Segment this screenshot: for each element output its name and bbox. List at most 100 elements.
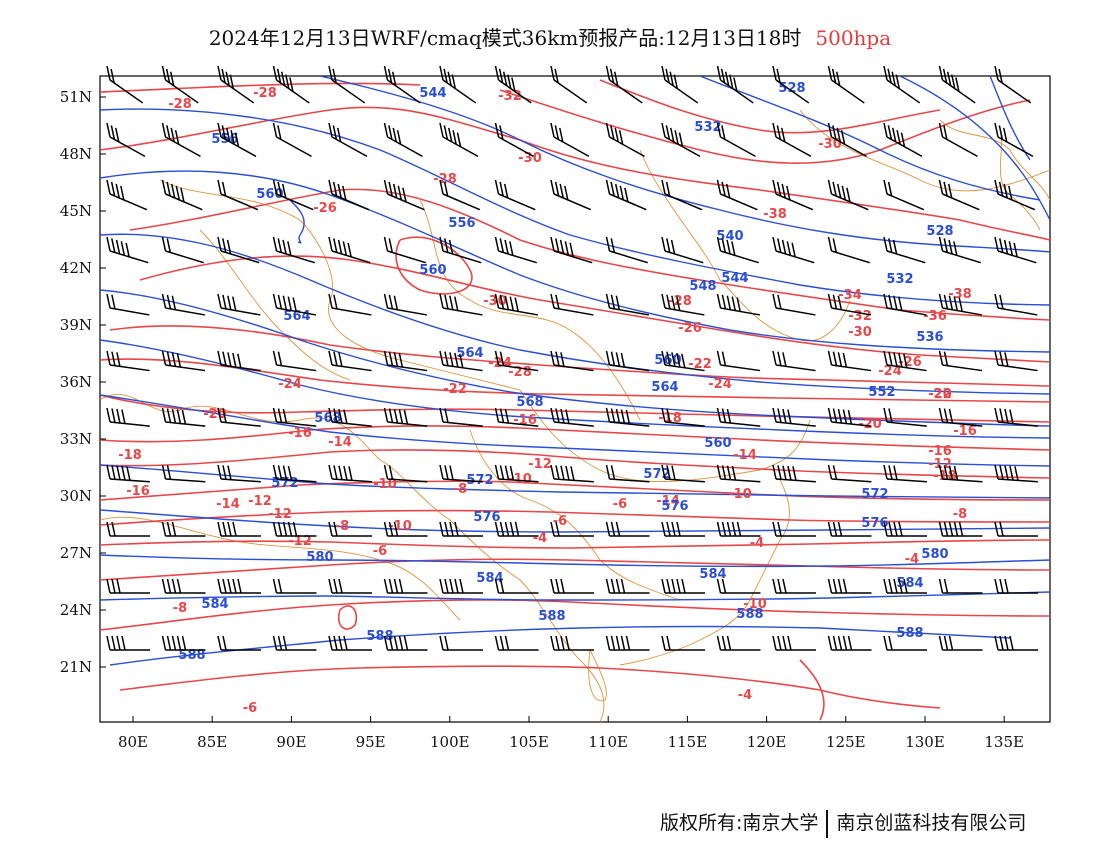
temperature-label: -6 bbox=[613, 497, 627, 512]
temperature-label: -22 bbox=[688, 357, 712, 372]
height-label: 572 bbox=[271, 476, 298, 491]
wind-barb bbox=[605, 293, 650, 316]
height-label: 552 bbox=[868, 385, 895, 400]
wind-barb bbox=[827, 578, 872, 594]
lon-label: 80E bbox=[118, 733, 148, 751]
lat-label: 33N bbox=[60, 430, 92, 448]
temperature-label: -22 bbox=[928, 387, 952, 402]
wind-barb bbox=[883, 578, 927, 594]
wind-barb bbox=[383, 578, 428, 594]
temperature-label: -24 bbox=[708, 377, 732, 392]
wind-barb bbox=[106, 521, 150, 537]
copyright-left: 版权所有:南京大学 bbox=[660, 812, 819, 834]
wind-barb bbox=[827, 179, 869, 211]
wind-barb bbox=[883, 293, 927, 316]
lat-label: 30N bbox=[60, 487, 92, 505]
height-label: 572 bbox=[466, 473, 493, 488]
wind-barb bbox=[883, 407, 927, 427]
map-title: 2024年12月13日WRF/cmaq模式36km预报产品:12月13日18时 5… bbox=[0, 22, 1100, 51]
footer-separator bbox=[826, 809, 829, 838]
wind-barb bbox=[217, 521, 261, 537]
wind-barb bbox=[328, 464, 372, 483]
height-label: 532 bbox=[694, 120, 721, 135]
wind-barb bbox=[550, 350, 594, 372]
temperature-label: -14 bbox=[328, 435, 352, 450]
wind-barb bbox=[605, 407, 650, 427]
wind-barb bbox=[605, 179, 647, 211]
wind-barb bbox=[494, 350, 539, 372]
height-label: 564 bbox=[651, 380, 678, 395]
wind-barb bbox=[161, 464, 206, 483]
temperature-label: -8 bbox=[953, 507, 967, 522]
wind-barb bbox=[106, 236, 149, 264]
wind-barb bbox=[661, 464, 705, 483]
copyright-right: 南京创蓝科技有限公司 bbox=[836, 812, 1027, 834]
wind-barb bbox=[328, 122, 368, 158]
lat-label: 27N bbox=[60, 544, 92, 562]
wind-barb bbox=[439, 350, 483, 372]
temperature-label: -16 bbox=[126, 484, 150, 499]
wind-barb bbox=[217, 407, 261, 427]
lon-label: 115E bbox=[668, 733, 708, 751]
wind-barb bbox=[439, 578, 483, 594]
wind-barb bbox=[106, 350, 150, 372]
wind-barb bbox=[106, 407, 150, 427]
wind-barb bbox=[106, 65, 144, 104]
wind-barb bbox=[217, 293, 261, 316]
lon-label: 135E bbox=[984, 733, 1024, 751]
wind-barb bbox=[827, 464, 872, 483]
temperature-label: -28 bbox=[433, 172, 457, 187]
title-main: 2024年12月13日WRF/cmaq模式36km预报产品:12月13日18时 bbox=[208, 26, 802, 50]
wind-barb bbox=[772, 122, 812, 158]
height-label: 532 bbox=[886, 272, 913, 287]
wind-barb bbox=[494, 122, 534, 158]
wind-barb bbox=[272, 122, 312, 158]
wind-barb bbox=[772, 521, 816, 537]
wind-barb bbox=[383, 350, 428, 372]
wind-barb bbox=[716, 521, 761, 537]
wind-barb bbox=[994, 236, 1037, 264]
wind-barb bbox=[772, 65, 810, 104]
wind-barb bbox=[217, 578, 261, 594]
wind-barb bbox=[661, 236, 704, 264]
wind-barb bbox=[328, 179, 370, 211]
wind-barb bbox=[994, 122, 1034, 158]
wind-barb bbox=[217, 122, 257, 158]
wind-barb bbox=[439, 236, 482, 264]
wind-barb bbox=[106, 179, 148, 211]
wind-barb bbox=[827, 635, 872, 651]
wind-barb bbox=[550, 407, 594, 427]
height-label: 584 bbox=[201, 597, 228, 612]
temperature-label: -4 bbox=[738, 688, 752, 703]
temperature-label: -16 bbox=[288, 426, 312, 441]
wind-barb bbox=[661, 65, 699, 104]
lon-label: 100E bbox=[430, 733, 470, 751]
temperature-label: -16 bbox=[928, 444, 952, 459]
wind-barb bbox=[883, 350, 927, 372]
wind-barb bbox=[161, 407, 206, 427]
wind-barb bbox=[716, 293, 761, 316]
wind-barb bbox=[272, 578, 317, 594]
height-label: 560 bbox=[704, 436, 731, 451]
wind-barb bbox=[383, 65, 421, 104]
height-label: 556 bbox=[448, 216, 475, 231]
temperature-label: -8 bbox=[173, 601, 187, 616]
wind-barb bbox=[272, 464, 317, 483]
wind-barb bbox=[217, 350, 261, 372]
wind-barb bbox=[217, 464, 261, 483]
wind-barb bbox=[161, 635, 206, 651]
height-label: 564 bbox=[456, 346, 483, 361]
height-label: 580 bbox=[306, 550, 333, 565]
wind-barb bbox=[938, 179, 980, 211]
wind-barb bbox=[439, 407, 483, 427]
lon-label: 130E bbox=[905, 733, 945, 751]
lon-label: 85E bbox=[197, 733, 227, 751]
wind-barb bbox=[272, 293, 317, 316]
wind-barb bbox=[272, 635, 317, 651]
wind-barb bbox=[272, 350, 317, 372]
wind-barb bbox=[106, 293, 150, 316]
temperature-label: -30 bbox=[848, 325, 872, 340]
wind-barb bbox=[883, 65, 921, 104]
wind-barb bbox=[328, 350, 372, 372]
wind-barb bbox=[106, 464, 150, 483]
